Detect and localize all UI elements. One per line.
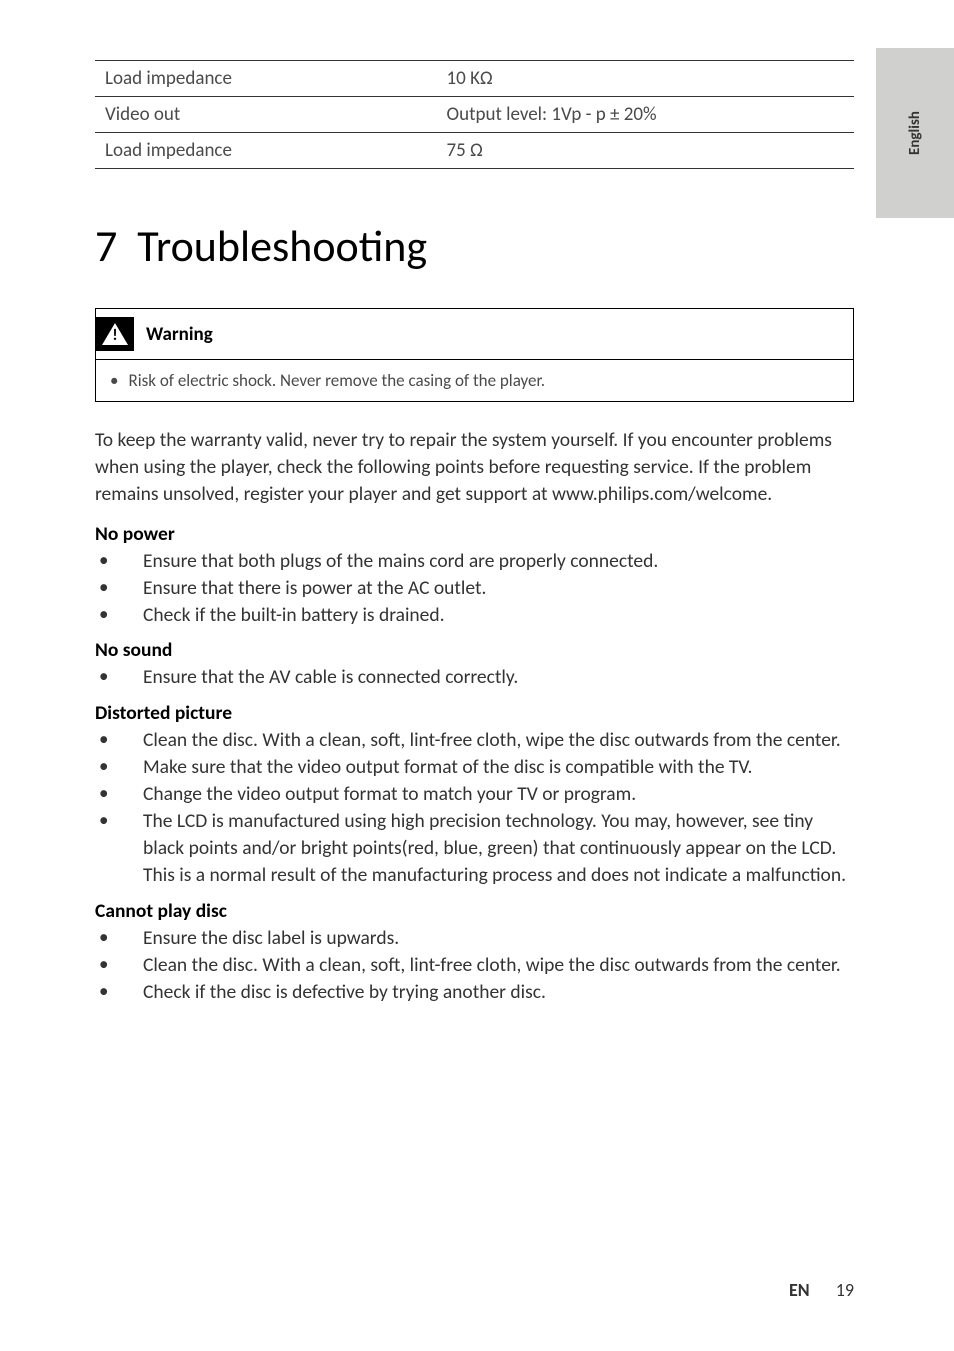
list-item: Check if the disc is defective by trying… xyxy=(95,979,854,1006)
intro-paragraph: To keep the warranty valid, never try to… xyxy=(95,427,854,508)
list-item: Ensure the disc label is upwards. xyxy=(95,925,854,952)
bullet-list: Ensure that both plugs of the mains cord… xyxy=(95,548,854,629)
list-item: Clean the disc. With a clean, soft, lint… xyxy=(95,952,854,979)
list-item: Check if the built-in battery is drained… xyxy=(95,602,854,629)
page-footer: EN 19 xyxy=(789,1279,854,1301)
table-row: Load impedance 10 KΩ xyxy=(95,61,854,97)
list-item: Ensure that both plugs of the mains cord… xyxy=(95,548,854,575)
warning-body: Risk of electric shock. Never remove the… xyxy=(96,359,853,401)
specs-table: Load impedance 10 KΩ Video out Output le… xyxy=(95,60,854,169)
spec-label: Load impedance xyxy=(95,61,437,97)
warning-icon: ! xyxy=(96,317,134,351)
list-item: Make sure that the video output format o… xyxy=(95,754,854,781)
warning-box: ! Warning Risk of electric shock. Never … xyxy=(95,308,854,402)
subsection-title: Distorted picture xyxy=(95,701,854,725)
list-item: Change the video output format to match … xyxy=(95,781,854,808)
subsection-nopower: No power Ensure that both plugs of the m… xyxy=(95,522,854,629)
spec-label: Video out xyxy=(95,97,437,133)
list-item: The LCD is manufactured using high preci… xyxy=(95,808,854,889)
section-title: 7 Troubleshooting xyxy=(95,219,854,273)
language-tab-label: English xyxy=(906,111,924,155)
footer-lang: EN xyxy=(789,1279,810,1301)
warning-header: ! Warning xyxy=(96,309,853,359)
subsection-title: No sound xyxy=(95,638,854,662)
spec-value: Output level: 1Vp - p ± 20% xyxy=(437,97,854,133)
bullet-list: Ensure that the AV cable is connected co… xyxy=(95,664,854,691)
page-content: Load impedance 10 KΩ Video out Output le… xyxy=(0,0,954,1056)
language-tab: English xyxy=(876,48,954,218)
warning-label: Warning xyxy=(146,323,213,346)
spec-value: 75 Ω xyxy=(437,133,854,169)
section-number: 7 xyxy=(95,219,117,273)
bullet-list: Ensure the disc label is upwards. Clean … xyxy=(95,925,854,1006)
table-row: Video out Output level: 1Vp - p ± 20% xyxy=(95,97,854,133)
spec-label: Load impedance xyxy=(95,133,437,169)
subsection-title: Cannot play disc xyxy=(95,899,854,923)
list-item: Ensure that there is power at the AC out… xyxy=(95,575,854,602)
spec-value: 10 KΩ xyxy=(437,61,854,97)
subsection-nosound: No sound Ensure that the AV cable is con… xyxy=(95,638,854,691)
list-item: Clean the disc. With a clean, soft, lint… xyxy=(95,727,854,754)
footer-page-number: 19 xyxy=(836,1279,854,1301)
warning-text: Risk of electric shock. Never remove the… xyxy=(110,370,839,391)
table-row: Load impedance 75 Ω xyxy=(95,133,854,169)
section-heading: Troubleshooting xyxy=(137,219,427,273)
subsection-distorted: Distorted picture Clean the disc. With a… xyxy=(95,701,854,888)
list-item: Ensure that the AV cable is connected co… xyxy=(95,664,854,691)
subsection-cannotplay: Cannot play disc Ensure the disc label i… xyxy=(95,899,854,1006)
subsection-title: No power xyxy=(95,522,854,546)
bullet-list: Clean the disc. With a clean, soft, lint… xyxy=(95,727,854,888)
